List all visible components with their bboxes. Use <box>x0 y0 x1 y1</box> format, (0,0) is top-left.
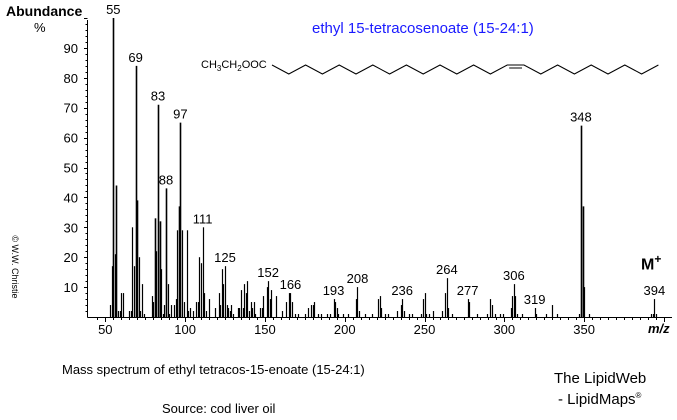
x-tick-label: 300 <box>493 322 515 337</box>
peaks <box>109 18 658 317</box>
peak-label: 97 <box>173 107 187 122</box>
y-tick-label: 50 <box>64 161 78 176</box>
copyright: © W.W. Christie <box>10 235 20 299</box>
x-tick-label: 350 <box>573 322 595 337</box>
registered-mark: ® <box>635 391 642 400</box>
peak-label: 319 <box>524 292 546 307</box>
peak-label: 55 <box>106 2 120 17</box>
molecular-ion-letter: M <box>641 256 655 274</box>
chart-title: ethyl 15-tetracosenoate (15-24:1) <box>312 20 534 37</box>
brand-line-1: The LipidWeb <box>554 370 647 387</box>
x-tick-label: 250 <box>414 322 436 337</box>
brand-name: - LipidMaps <box>558 391 636 408</box>
peak-label: 208 <box>347 271 369 286</box>
x-tick-label: 100 <box>174 322 196 337</box>
peak-label: 348 <box>570 110 592 125</box>
formula-sub: 3 <box>216 64 222 74</box>
x-tick-label: 200 <box>334 322 356 337</box>
x-tick-label: 50 <box>98 322 112 337</box>
formula-sub: 2 <box>237 64 242 74</box>
peak-label: 394 <box>643 283 665 298</box>
peak-label: 69 <box>128 50 142 65</box>
y-tick-label: 30 <box>64 220 78 235</box>
x-tick-label: 150 <box>254 322 276 337</box>
carbon-chain <box>271 64 659 75</box>
axes: 10 20 30 40 50 60 70 80 90 50 100 150 200 250 300 350 <box>64 18 672 337</box>
peak-label: 277 <box>457 283 479 298</box>
brand-line-2: - LipidMaps® <box>558 391 641 408</box>
peak-label: 83 <box>151 89 165 104</box>
y-axis-label: Abundance <box>6 3 83 19</box>
y-tick-label: 90 <box>64 41 78 56</box>
peak-label: 193 <box>323 283 345 298</box>
source-note: Source: cod liver oil <box>162 401 276 416</box>
y-tick-label: 20 <box>64 250 78 265</box>
peak-label: 152 <box>257 265 279 280</box>
peak-label: 88 <box>159 172 173 187</box>
structure-chain <box>271 64 659 75</box>
formula-part: CH <box>201 59 217 71</box>
molecular-ion-label: M+ <box>641 252 661 274</box>
molecular-ion-charge: + <box>654 252 662 266</box>
y-tick-label: 70 <box>64 101 78 116</box>
y-tick-label: 10 <box>64 280 78 295</box>
y-tick-label: 40 <box>64 190 78 205</box>
formula-part: CH <box>221 59 238 71</box>
peak-label: 236 <box>391 283 413 298</box>
x-axis-label: m/z <box>648 321 670 336</box>
peak-label: 166 <box>280 277 302 292</box>
peak-label: 264 <box>436 262 458 277</box>
formula-part: OOC <box>241 59 267 71</box>
y-axis-unit: % <box>34 20 46 35</box>
ester-formula: CH3CH2OOC <box>201 59 267 73</box>
peak-label: 125 <box>214 250 236 265</box>
peak-label: 306 <box>503 268 525 283</box>
peak-label: 111 <box>193 211 213 226</box>
caption: Mass spectrum of ethyl tetracos-15-enoat… <box>62 362 365 377</box>
y-tick-label: 60 <box>64 131 78 146</box>
y-tick-label: 80 <box>64 71 78 86</box>
